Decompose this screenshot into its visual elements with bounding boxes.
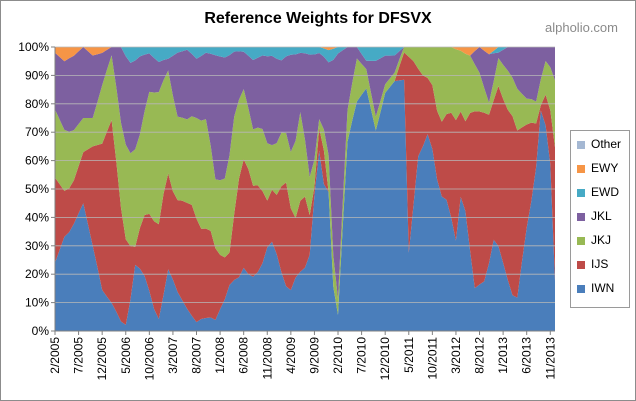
x-tick-label: 2/2005	[48, 337, 62, 374]
x-tick-label: 11/2013	[543, 337, 557, 380]
x-tick-label: 1/2008	[213, 337, 227, 374]
y-tick-label: 70%	[25, 125, 49, 139]
legend-swatch	[577, 141, 585, 149]
x-tick-label: 6/2013	[520, 337, 534, 374]
area-series-jkl	[55, 47, 555, 299]
y-tick-label: 30%	[25, 239, 49, 253]
watermark: alpholio.com	[545, 20, 618, 35]
x-tick-label: 1/2013	[496, 337, 510, 374]
legend-label: JKJ	[591, 233, 612, 247]
x-tick-label: 5/2006	[119, 337, 133, 374]
legend-label: Other	[591, 137, 622, 151]
x-tick-label: 12/2010	[378, 337, 392, 381]
x-tick-label: 11/2008	[260, 337, 274, 380]
x-tick-label: 7/2005	[72, 337, 86, 374]
area-series-iwn	[55, 79, 555, 331]
area-series-ewd	[55, 47, 555, 63]
y-tick-label: 50%	[25, 182, 49, 196]
x-tick-label: 8/2012	[473, 337, 487, 374]
y-tick-label: 20%	[25, 267, 49, 281]
chart-title: Reference Weights for DFSVX	[204, 10, 432, 27]
y-tick-label: 10%	[25, 296, 49, 310]
legend-swatch	[577, 189, 585, 197]
legend-label: EWY	[591, 161, 619, 175]
x-tick-label: 5/2011	[402, 337, 416, 373]
y-tick-label: 100%	[18, 40, 49, 54]
x-tick-label: 10/2011	[425, 337, 439, 380]
legend-swatch	[577, 165, 585, 173]
legend: Other EWY EWD JKL JKJ IJS IWN	[570, 130, 630, 308]
x-tick-label: 12/2005	[95, 337, 109, 381]
y-tick-label: 60%	[25, 154, 49, 168]
area-series-jkj	[55, 47, 555, 315]
area-series-ijs	[55, 52, 555, 325]
y-tick-label: 90%	[25, 68, 49, 82]
x-tick-label: 8/2007	[190, 337, 204, 374]
x-tick-label: 7/2010	[355, 337, 369, 374]
x-tick-label: 3/2007	[166, 337, 180, 374]
area-series-ewy	[55, 47, 555, 62]
x-tick-label: 6/2008	[237, 337, 251, 374]
legend-label: IWN	[591, 281, 615, 295]
x-tick-label: 9/2009	[307, 337, 321, 374]
x-tick-label: 2/2010	[331, 337, 345, 374]
x-tick-label: 4/2009	[284, 337, 298, 374]
legend-swatch	[577, 285, 585, 293]
y-tick-label: 80%	[25, 97, 49, 111]
legend-swatch	[577, 237, 585, 245]
x-tick-label: 3/2012	[449, 337, 463, 374]
legend-label: EWD	[591, 185, 619, 199]
legend-label: IJS	[591, 257, 609, 271]
y-tick-label: 40%	[25, 210, 49, 224]
legend-swatch	[577, 261, 585, 269]
legend-label: JKL	[591, 209, 612, 223]
legend-swatch	[577, 213, 585, 221]
x-tick-label: 10/2006	[142, 337, 156, 381]
y-tick-label: 0%	[32, 324, 50, 338]
